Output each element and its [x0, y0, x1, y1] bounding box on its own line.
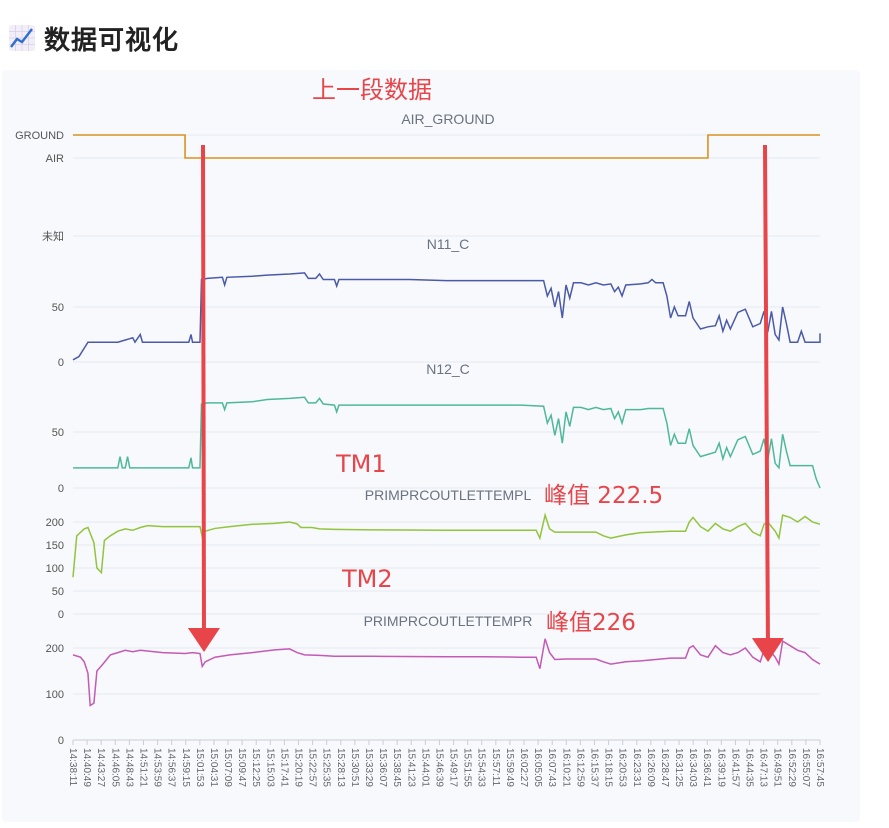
x-tick-label: 15:33:29	[363, 748, 374, 787]
arrow-left	[187, 144, 220, 652]
x-tick-label: 15:46:39	[433, 748, 444, 787]
x-tick-label: 16:49:51	[772, 748, 783, 787]
x-tick-label: 14:59:15	[180, 748, 191, 787]
n11-line	[72, 272, 821, 361]
annotation-tm1: TM1	[336, 450, 387, 478]
air-ground-line	[73, 134, 820, 159]
x-tick-label: 16:34:03	[687, 748, 698, 787]
x-tick-label: 16:41:57	[729, 748, 740, 787]
x-tick-label: 15:57:11	[490, 748, 501, 787]
x-tick-label: 14:46:05	[109, 748, 120, 787]
n12-title: N12_C	[426, 361, 470, 377]
x-tick-label: 15:12:25	[250, 748, 261, 787]
x-tick-label: 16:23:31	[631, 748, 642, 787]
n11-ytick-0: 0	[58, 357, 64, 369]
x-tick-label: 16:47:13	[758, 748, 769, 787]
x-tick-label: 14:40:49	[81, 748, 92, 787]
templ-ytick-150: 150	[46, 540, 64, 552]
n12-line	[73, 396, 821, 489]
x-tick-label: 16:18:15	[603, 748, 614, 787]
x-tick-label: 15:20:19	[293, 748, 304, 787]
templ-title: PRIMPRCOUTLETTEMPL	[365, 487, 532, 503]
tempr-line	[72, 638, 821, 707]
templ-ytick-0: 0	[58, 609, 64, 621]
ytick-air: AIR	[46, 153, 64, 165]
x-tick-label: 16:05:05	[532, 748, 543, 787]
x-tick-label: 15:36:07	[377, 748, 388, 787]
tempr-ytick-0: 0	[58, 735, 64, 747]
annotation-tm2: TM2	[342, 565, 393, 593]
page-title: 数据可视化	[44, 25, 180, 56]
x-tick-label: 16:15:37	[588, 748, 599, 787]
x-tick-label: 15:49:17	[448, 748, 459, 787]
x-tick-label: 15:15:03	[264, 748, 275, 787]
n11-ytick-50: 50	[52, 302, 64, 314]
tempr-ytick-100: 100	[46, 689, 64, 701]
x-tick-label: 15:38:45	[391, 748, 402, 787]
x-tick-label: 15:30:51	[349, 748, 360, 787]
x-tick-label: 15:07:09	[222, 748, 233, 787]
x-tick-label: 16:39:19	[715, 748, 726, 787]
x-tick-label: 16:07:43	[546, 748, 557, 787]
x-tick-label: 15:41:23	[405, 748, 416, 787]
ytick-ground: GROUND	[15, 130, 64, 142]
x-tick-label: 15:54:33	[476, 748, 487, 787]
templ-ytick-50: 50	[52, 586, 64, 598]
templ-ytick-100: 100	[46, 563, 64, 575]
x-tick-label: 16:52:29	[786, 748, 797, 787]
x-tick-label: 15:51:55	[462, 748, 473, 787]
tempr-ytick-200: 200	[46, 643, 64, 655]
templ-ytick-200: 200	[46, 517, 64, 529]
x-tick-label: 16:55:07	[800, 748, 811, 787]
x-tick-label: 15:17:41	[278, 748, 289, 787]
x-tick-label: 15:25:35	[321, 748, 332, 787]
x-tick-label: 15:59:49	[504, 748, 515, 787]
x-tick-label: 15:22:57	[307, 748, 318, 787]
x-tick-label: 16:44:35	[744, 748, 755, 787]
x-tick-label: 16:26:09	[645, 748, 656, 787]
x-tick-label: 14:38:11	[67, 748, 78, 787]
x-tick-label: 14:48:43	[123, 748, 134, 787]
templ-line	[72, 512, 821, 578]
x-tick-label: 16:36:41	[701, 748, 712, 787]
arrow-right	[751, 144, 784, 662]
n11-ytick-unknown: 未知	[42, 229, 64, 243]
tempr-title: PRIMPRCOUTLETTEMPR	[364, 613, 533, 629]
x-tick-label: 15:09:47	[236, 748, 247, 787]
x-tick-label: 16:20:53	[617, 748, 628, 787]
x-tick-label: 15:44:01	[419, 748, 430, 787]
x-tick-label: 15:01:53	[194, 748, 205, 787]
x-tick-label: 14:53:59	[152, 748, 163, 787]
line-chart-icon	[9, 25, 35, 51]
n11-title: N11_C	[427, 236, 470, 252]
x-tick-label: 15:28:13	[335, 748, 346, 787]
x-tick-label: 14:56:37	[166, 748, 177, 787]
x-tick-label: 16:57:45	[814, 748, 825, 787]
x-tick-label: 16:10:21	[560, 748, 571, 787]
x-tick-label: 16:02:27	[518, 748, 529, 787]
annotation-tm1-peak: 峰值 222.5	[544, 483, 664, 509]
annotation-prev-segment: 上一段数据	[312, 76, 432, 104]
n12-ytick-0: 0	[58, 483, 64, 495]
air-ground-title: AIR_GROUND	[401, 111, 494, 127]
page-header: 数据可视化	[8, 18, 179, 58]
chart-panel	[2, 70, 860, 822]
x-tick-label: 16:28:47	[659, 748, 670, 787]
x-tick-label: 15:04:31	[208, 748, 219, 787]
annotation-tm2-peak: 峰值226	[546, 610, 636, 636]
n12-ytick-50: 50	[52, 427, 64, 439]
x-tick-label: 14:43:27	[95, 748, 106, 787]
x-tick-label: 16:12:59	[574, 748, 585, 787]
x-tick-label: 16:31:25	[673, 748, 684, 787]
x-tick-label: 14:51:21	[137, 748, 148, 787]
